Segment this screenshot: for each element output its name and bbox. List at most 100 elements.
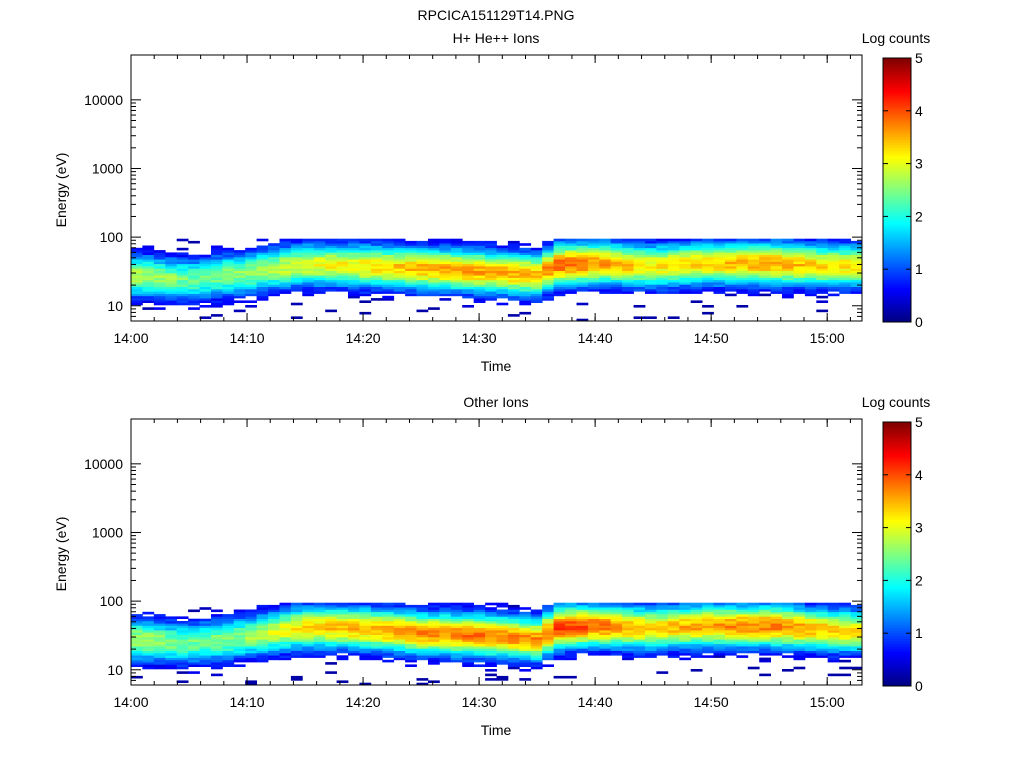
heatmap-cell [211,266,223,269]
heatmap-cell [759,279,771,283]
heatmap-cell [336,240,349,244]
heatmap-cell [485,664,497,667]
heatmap-cell [747,243,760,246]
heatmap-cell [839,607,851,610]
heatmap-cell [188,630,200,633]
heatmap-cell [131,641,143,645]
heatmap-cell [370,657,383,661]
heatmap-cell [290,261,303,265]
heatmap-cell [416,621,429,624]
heatmap-cell [645,282,657,285]
heatmap-cell [587,630,600,633]
heatmap-cell [530,295,543,299]
heatmap-cell [530,630,543,633]
heatmap-cell [553,268,566,271]
heatmap-cell [233,625,246,629]
heatmap-cell [804,293,817,297]
heatmap-cell [576,245,589,249]
heatmap-cell [747,611,760,615]
heatmap-cell [268,630,280,633]
heatmap-cell [359,682,372,686]
heatmap-cell [211,284,223,287]
heatmap-cell [256,616,269,619]
heatmap-cell [622,268,634,271]
heatmap-cell [724,263,737,267]
heatmap-cell [736,627,749,631]
heatmap-cell [816,614,829,617]
heatmap-cell [211,250,223,253]
heatmap-cell [519,284,532,287]
heatmap-cell [610,650,623,654]
heatmap-cell [747,604,760,608]
colorbar-segment [883,200,911,204]
heatmap-cell [348,646,360,649]
heatmap-cell [462,627,474,631]
heatmap-cell [439,279,452,283]
heatmap-cell [702,259,714,262]
heatmap-cell [610,273,623,276]
heatmap-cell [565,650,577,654]
heatmap-cell [473,659,486,663]
heatmap-cell [405,273,417,276]
heatmap-cell [302,257,315,260]
heatmap-cell [279,614,292,617]
heatmap-cell [793,632,806,635]
heatmap-cell [188,284,200,287]
heatmap-cell [747,614,760,617]
heatmap-cell [599,604,612,608]
heatmap-cell [587,627,600,631]
heatmap-cell [473,282,486,285]
heatmap-cell [302,618,315,622]
heatmap-cell [839,245,851,249]
heatmap-cell [142,666,155,670]
heatmap-cell [610,282,623,285]
heatmap-cell [782,621,794,624]
heatmap-cell [816,245,829,249]
heatmap-cell [405,261,417,265]
colorbar-tick-label: 4 [915,103,923,119]
heatmap-cell [530,648,543,651]
heatmap-cell [507,609,520,613]
heatmap-cell [268,604,280,608]
colorbar-segment [883,84,911,88]
heatmap-cell [690,245,703,249]
heatmap-cell [222,653,235,656]
heatmap-cell [507,634,520,638]
heatmap-cell [245,627,257,631]
heatmap-cell [142,639,155,642]
heatmap-cell [782,616,794,619]
heatmap-cell [473,268,486,271]
heatmap-cell [142,657,155,661]
heatmap-cell [542,240,554,244]
heatmap-cell [211,254,223,258]
heatmap-cell [131,273,143,276]
heatmap-cell [679,273,692,276]
heatmap-cell [325,607,337,610]
heatmap-cell [782,627,794,631]
heatmap-cell [473,298,486,301]
colorbar-segment [883,622,911,626]
colorbar-segment [883,609,911,613]
heatmap-cell [553,293,566,297]
heatmap-cell [405,653,417,656]
heatmap-cell [313,245,326,249]
heatmap-cell [759,625,771,629]
heatmap-cell [496,245,509,249]
heatmap-cell [850,277,863,281]
heatmap-cell [290,263,303,267]
heatmap-cell [473,261,486,265]
heatmap-cell [507,621,520,624]
heatmap-cell [782,240,794,244]
heatmap-cell [507,263,520,267]
heatmap-cell [679,602,692,606]
heatmap-cell [793,291,806,294]
heatmap-cell [656,604,669,608]
heatmap-cell [679,259,692,262]
heatmap-cell [736,634,749,638]
heatmap-cell [290,609,303,613]
heatmap-cell [736,646,749,649]
heatmap-cell [645,252,657,255]
heatmap-cell [439,602,452,606]
heatmap-cell [142,643,155,647]
heatmap-cell [702,275,714,278]
